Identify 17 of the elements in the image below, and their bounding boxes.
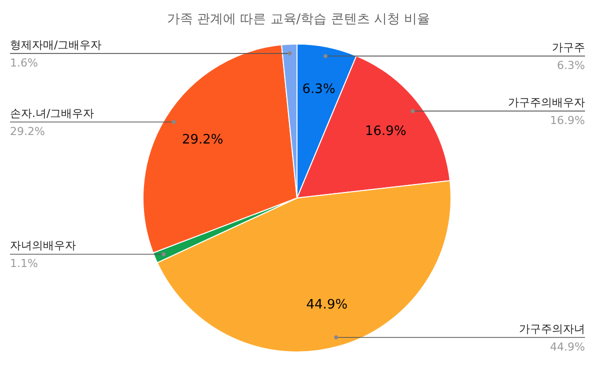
- slice-label: 자녀의배우자: [10, 239, 76, 252]
- data-label: 16.9%: [365, 124, 406, 139]
- data-label: 6.3%: [302, 82, 336, 97]
- data-label: 29.2%: [182, 132, 224, 148]
- data-label: 44.9%: [306, 297, 348, 312]
- slice-label: 가구주: [552, 41, 585, 54]
- text: 6.3%: [557, 59, 585, 72]
- text: 29.2%: [10, 124, 45, 138]
- slice-label: 손자.녀/그배우자: [10, 106, 94, 120]
- slice-label: 형제자매/그배우자: [10, 38, 102, 52]
- text: 44.9%: [550, 340, 585, 354]
- slice-label: 가구주의배우자: [508, 96, 585, 110]
- data-label: 1.6%: [10, 56, 38, 70]
- slice-label: 가구주의자녀: [519, 322, 585, 336]
- data-label: 1.1%: [10, 257, 38, 270]
- chart-title: 가족 관계에 따른 교육/학습 콘텐츠 시청 비율: [166, 12, 430, 27]
- text: 16.9%: [550, 114, 585, 128]
